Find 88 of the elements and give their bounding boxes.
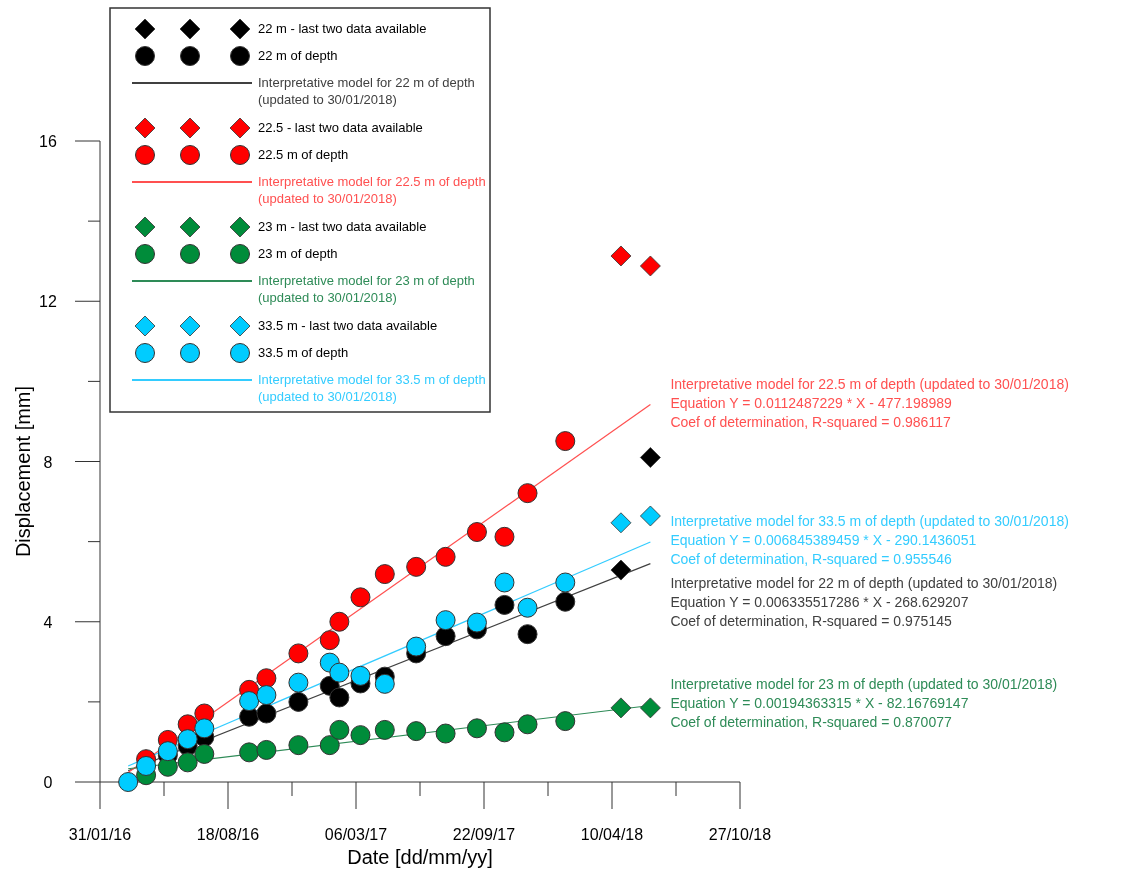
point: [555, 572, 576, 593]
point: [350, 665, 371, 686]
legend-label: 23 m - last two data available: [258, 219, 427, 234]
x-tick-label: 22/09/17: [452, 826, 516, 843]
point: [329, 719, 350, 740]
point: [640, 505, 661, 527]
point: [136, 755, 157, 776]
legend-label: 22 m of depth: [258, 48, 338, 63]
point: [494, 572, 515, 593]
point: [406, 721, 427, 742]
point: [517, 714, 538, 735]
x-tick-label: 27/10/18: [708, 826, 772, 843]
point: [239, 742, 260, 763]
y-axis-title: Displacement [mm]: [12, 385, 34, 558]
point: [239, 691, 260, 712]
point: [494, 526, 515, 547]
point: [118, 772, 139, 792]
point: [177, 752, 198, 773]
point: [466, 612, 487, 633]
x-axis-title: Date [dd/mm/yy]: [347, 846, 493, 868]
text: Interpretative model for 33.5 m of depth (updated to 30/01/2018): [258, 372, 486, 404]
point: [406, 556, 427, 577]
legend-label: 22 m - last two data available: [258, 21, 427, 36]
y-tick-label: 4: [43, 613, 53, 631]
legend-label: 22.5 - last two data available: [258, 120, 423, 135]
point: [406, 636, 427, 657]
point: [319, 630, 340, 651]
point: [319, 735, 340, 756]
point: [374, 719, 395, 740]
point: [435, 610, 456, 631]
annotation: Interpretative model for 33.5 m of depth (updated to 30/01/2018) Equation Y = 0.006845389459 * X - 290.1436051 Coef of determination, R-squared = 0.955546: [670, 513, 1069, 568]
point: [194, 718, 215, 739]
point: [555, 591, 576, 612]
point: [640, 255, 661, 277]
x-tick-label: 18/08/16: [196, 826, 260, 843]
point: [610, 559, 632, 581]
point: [494, 722, 515, 743]
point: [177, 729, 198, 750]
point: [350, 587, 371, 608]
point: [435, 546, 456, 567]
text: Interpretative model for 22.5 m of depth (updated to 30/01/2018): [258, 174, 486, 206]
annotation: Interpretative model for 23 m of depth (updated to 30/01/2018) Equation Y = 0.00194363315 * X - 82.16769147 Coef of determination, R-squared = 0.870077: [670, 676, 1058, 731]
point: [256, 685, 277, 706]
point: [329, 662, 350, 683]
point: [374, 564, 395, 585]
point: [288, 691, 309, 712]
point: [494, 594, 515, 615]
point: [288, 643, 309, 664]
point: [610, 697, 632, 719]
point: [610, 512, 632, 534]
legend-label: 22.5 m of depth: [258, 147, 349, 162]
point: [256, 703, 277, 724]
point: [435, 723, 456, 744]
x-tick-label: 10/04/18: [580, 826, 644, 843]
point: [517, 624, 538, 645]
point: [374, 673, 395, 694]
y-tick-label: 16: [39, 133, 57, 150]
y-tick-label: 12: [39, 293, 57, 311]
point: [640, 447, 661, 468]
point: [466, 718, 487, 739]
point: [555, 431, 576, 452]
x-tick-label: 31/01/16: [68, 826, 132, 843]
legend-label: 33.5 m of depth: [258, 345, 349, 360]
point: [350, 725, 371, 746]
point: [256, 668, 277, 689]
point: [256, 739, 277, 760]
point: [288, 672, 309, 693]
x-tick-label: 06/03/17: [324, 826, 388, 843]
point: [157, 741, 178, 762]
point: [288, 735, 309, 756]
legend-label: 23 m of depth: [258, 246, 338, 261]
point: [329, 611, 350, 632]
point: [194, 743, 215, 764]
legend-label: 33.5 m - last two data available: [258, 318, 438, 333]
text: Interpretative model for 22 m of depth (updated to 30/01/2018): [258, 75, 475, 107]
annotation: Interpretative model for 22 m of depth (updated to 30/01/2018) Equation Y = 0.006335517286 * X - 268.629207 Coef of determination, R-squared = 0.975145: [670, 575, 1058, 630]
y-tick-label: 8: [43, 453, 53, 471]
point: [610, 245, 632, 267]
point: [466, 522, 487, 543]
point: [640, 697, 661, 719]
y-tick-label: 0: [43, 774, 53, 791]
point: [555, 711, 576, 732]
point: [517, 597, 538, 618]
annotation: Interpretative model for 22.5 m of depth (updated to 30/01/2018) Equation Y = 0.0112487229 * X - 477.198989 Coef of determination, R-squared = 0.986117: [670, 375, 1069, 430]
point: [517, 483, 538, 504]
point: [435, 626, 456, 647]
text: Interpretative model for 23 m of depth (updated to 30/01/2018): [258, 273, 475, 305]
point: [329, 687, 350, 708]
